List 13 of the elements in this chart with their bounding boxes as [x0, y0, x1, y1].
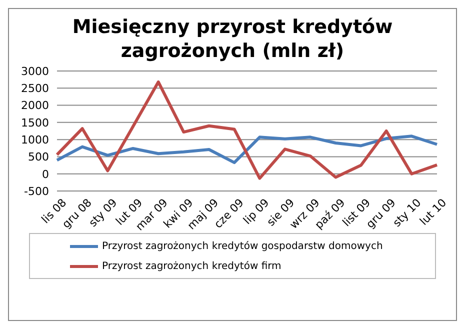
line-series [56, 134, 438, 164]
y-tick-label: 1500 [21, 116, 49, 130]
y-tick-label: 3000 [21, 64, 49, 78]
y-tick-label: 1000 [21, 133, 49, 146]
legend-label: Przyrost zagrożonych kredytów gospodarstw domowych [101, 240, 384, 254]
y-tick-label: 0 [42, 168, 49, 181]
line-series [56, 80, 438, 180]
chart-title: Miesięczny przyrost kredytów zagrożonych (mln zł) [71, 15, 394, 63]
y-tick-label: 2500 [21, 82, 49, 96]
y-tick-label: 2000 [21, 99, 49, 112]
y-tick-label: -500 [24, 184, 49, 198]
y-tick-label: 500 [28, 150, 49, 164]
legend-label: Przyrost zagrożonych kredytów firm [101, 260, 282, 274]
